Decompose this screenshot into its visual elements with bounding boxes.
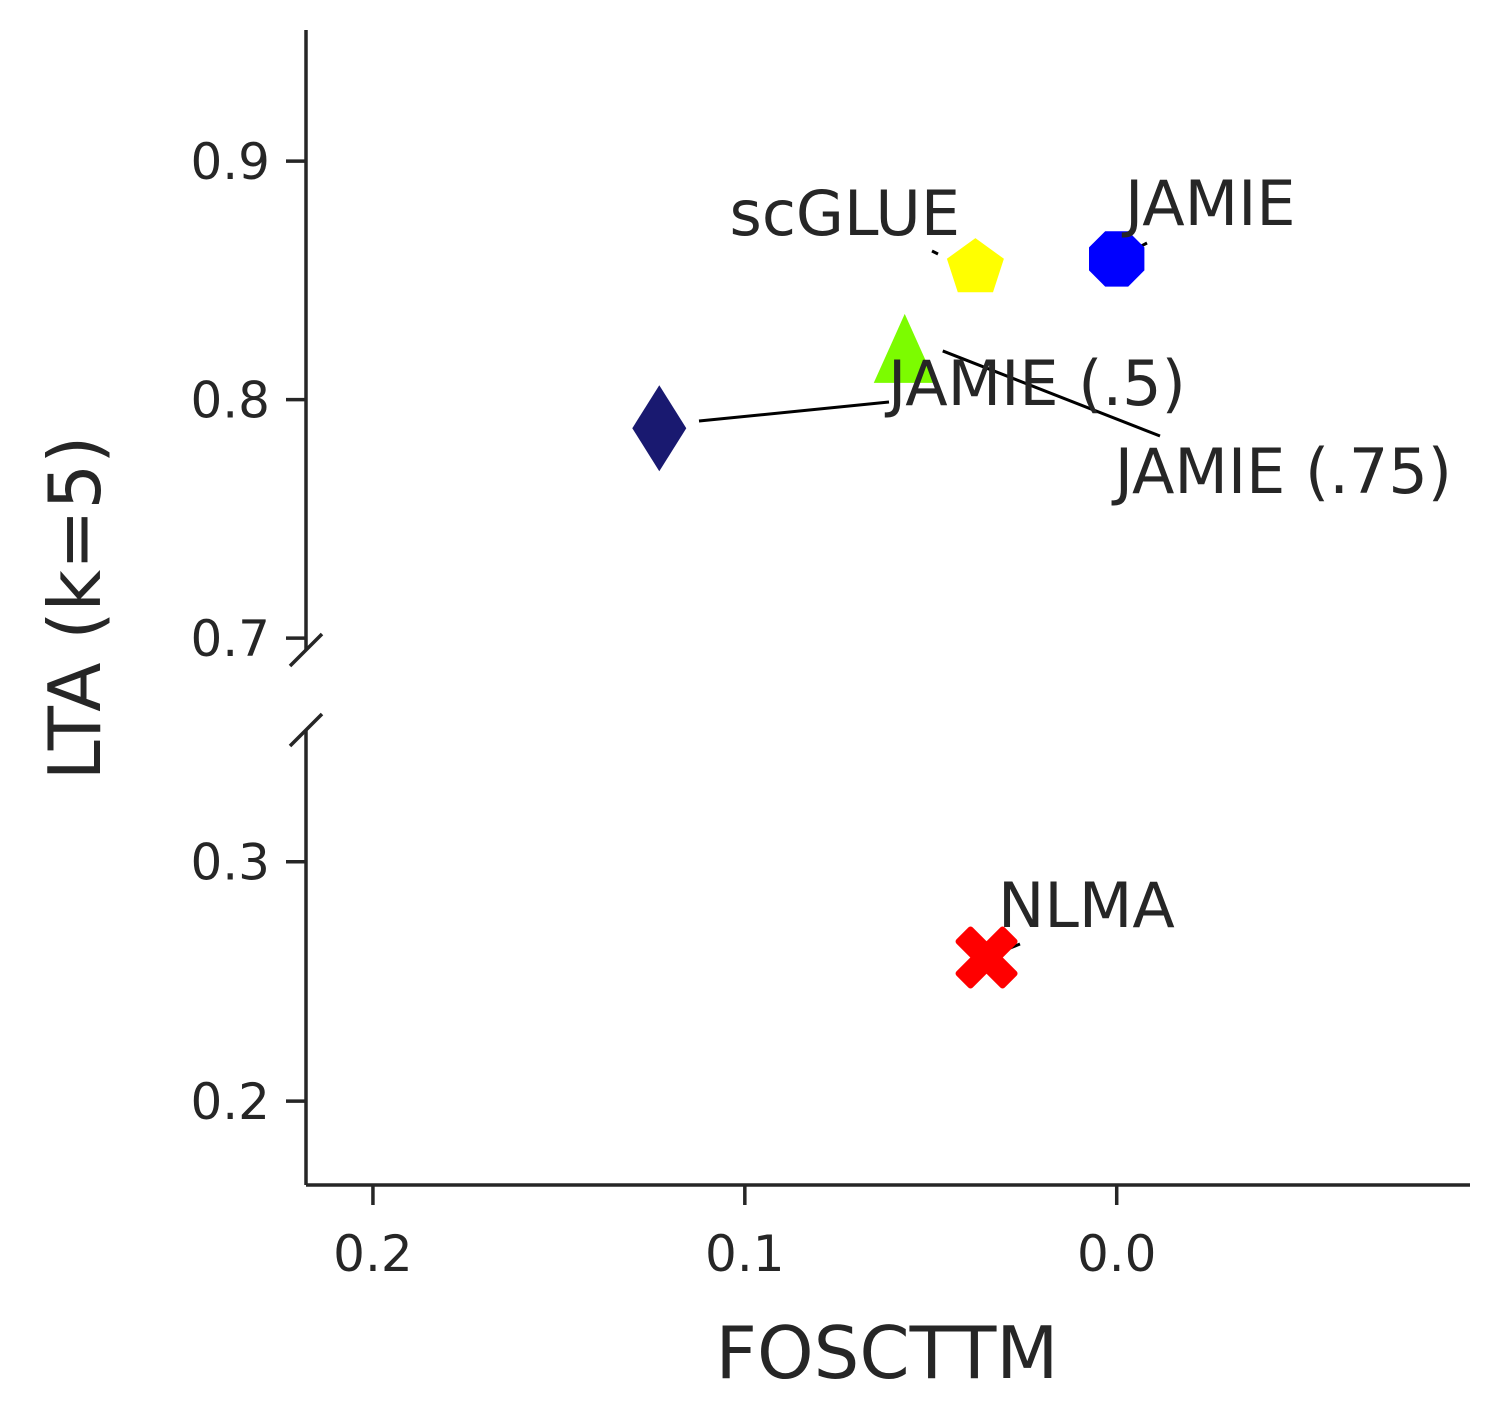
- marker-nlma: [955, 926, 1018, 989]
- leader-line-jamie-75: [942, 349, 1161, 438]
- leader-line-scglue: [931, 249, 939, 256]
- leader-line-jamie-5: [698, 400, 890, 423]
- point-label-nlma: NLMA: [998, 869, 1175, 942]
- y-tick-label: 0.3: [190, 834, 270, 892]
- axis-break-mark-lower: [288, 712, 324, 748]
- x-axis-title: FOSCTTM: [716, 1311, 1059, 1395]
- marker-jamie-5: [632, 385, 687, 472]
- point-label-jamie-75: JAMIE (.75): [1111, 435, 1452, 508]
- marker-scglue: [946, 238, 1004, 293]
- data-markers: [632, 231, 1145, 989]
- axis-spines: [288, 30, 1470, 1187]
- axis-break-mark-upper: [288, 632, 324, 668]
- y-tick-label: 0.7: [190, 610, 270, 668]
- x-tick-label: 0.0: [1077, 1225, 1157, 1283]
- x-tick-label: 0.1: [705, 1225, 785, 1283]
- y-tick-label: 0.8: [190, 372, 270, 430]
- point-labels: JAMIE scGLUE JAMIE (.75) JAMIE (.5) NLMA: [730, 167, 1452, 942]
- marker-jamie-75: [873, 313, 936, 383]
- y-tick-label: 0.2: [190, 1073, 270, 1131]
- y-tick-label: 0.9: [190, 133, 270, 191]
- point-label-scglue: scGLUE: [730, 177, 960, 250]
- y-axis-title: LTA (k=5): [33, 436, 117, 781]
- point-label-jamie: JAMIE: [1121, 167, 1296, 240]
- x-tick-label: 0.2: [333, 1225, 413, 1283]
- axis-ticks: 0.7 0.8 0.9 0.2 0.3 0.2 0.1 0.0: [190, 133, 1156, 1283]
- marker-jamie: [1089, 231, 1145, 287]
- point-label-jamie-5: JAMIE (.5): [884, 347, 1186, 420]
